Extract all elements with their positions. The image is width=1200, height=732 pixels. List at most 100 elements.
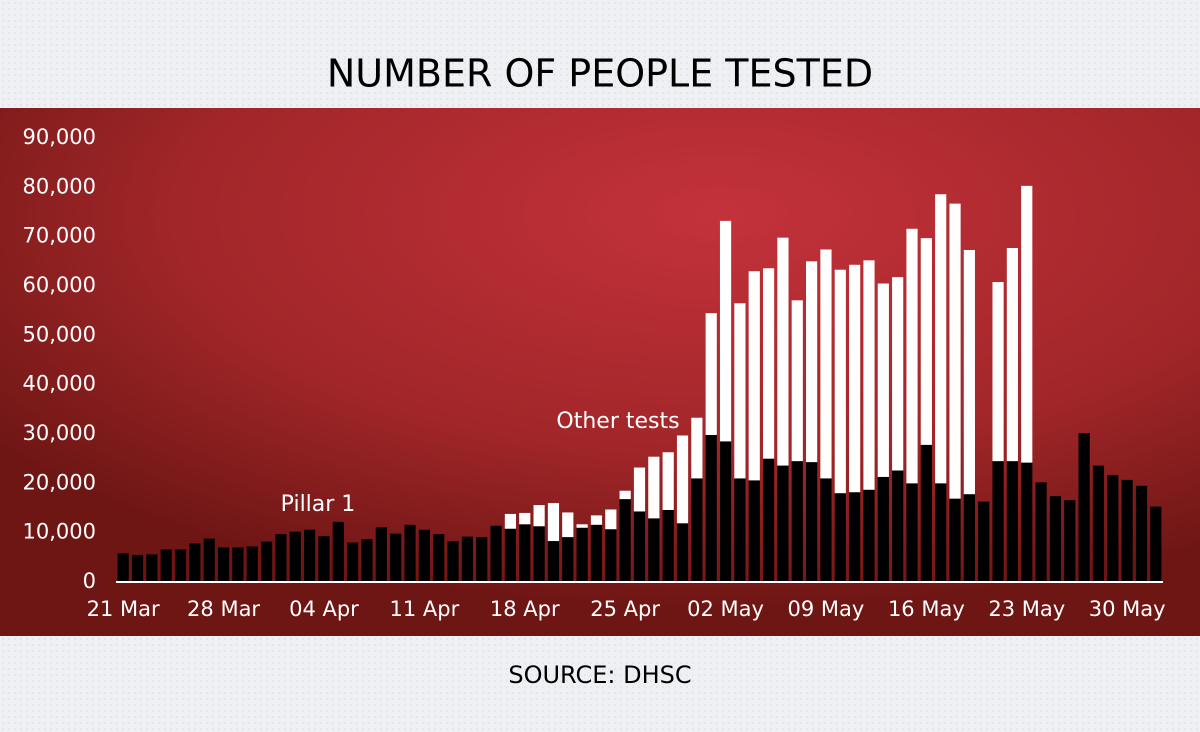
bar-segment — [920, 444, 932, 582]
bar-segment — [935, 194, 947, 484]
bar-segment — [648, 456, 660, 519]
bar-segment — [504, 528, 517, 582]
bar-segment — [347, 542, 359, 582]
bar-segment — [605, 509, 617, 530]
bar-segment — [648, 518, 660, 582]
bar-segment — [490, 525, 502, 582]
bar-segment — [1092, 465, 1105, 582]
x-tick-label: 28 Mar — [187, 597, 260, 621]
bar-segment — [605, 529, 617, 582]
bar-segment — [1006, 461, 1018, 582]
bar-segment — [662, 452, 674, 510]
bar-segment — [217, 547, 230, 582]
bar-segment — [146, 554, 158, 582]
x-tick-label: 16 May — [888, 597, 965, 621]
y-tick-label: 30,000 — [23, 421, 96, 445]
bar-segment — [562, 512, 574, 538]
bar-segment — [533, 526, 545, 582]
bar-segment — [806, 261, 818, 463]
bar-segment — [1107, 474, 1119, 582]
bar-segment — [203, 538, 215, 582]
bar-segment — [906, 483, 918, 582]
bar-segment — [949, 203, 961, 499]
bar-segment — [390, 533, 402, 582]
bar-segment — [476, 537, 488, 582]
bar-segment — [777, 237, 789, 466]
source: SOURCE: DHSC — [508, 661, 691, 689]
series-label: Other tests — [556, 409, 679, 434]
bar-segment — [1121, 479, 1133, 582]
bar-segment — [963, 249, 975, 495]
bar-segment — [590, 515, 603, 525]
x-tick-label: 02 May — [687, 597, 764, 621]
bar-segment — [834, 269, 846, 494]
bar-segment — [734, 303, 746, 479]
y-tick-label: 90,000 — [23, 125, 96, 149]
bar-segment — [504, 513, 517, 529]
bar-segment — [189, 543, 201, 582]
bar-segment — [791, 300, 803, 462]
bar-segment — [562, 537, 574, 582]
bar-segment — [920, 238, 932, 445]
chart-title: NUMBER OF PEOPLE TESTED — [327, 52, 873, 96]
x-tick-label: 09 May — [788, 597, 865, 621]
bar-segment — [375, 527, 387, 582]
bar-segment — [576, 524, 588, 528]
bar-segment — [1049, 496, 1062, 582]
bar-segment — [691, 478, 703, 582]
bar-segment — [160, 549, 172, 582]
bar-segment — [1135, 485, 1148, 582]
bar-segment — [1035, 482, 1047, 582]
bar-segment — [978, 501, 990, 582]
bar-segment — [734, 478, 746, 582]
bar-segment — [261, 541, 273, 582]
bar-segment — [748, 271, 760, 481]
y-tick-label: 40,000 — [23, 372, 96, 396]
bar-segment — [1006, 248, 1018, 462]
bar-segment — [318, 536, 330, 582]
bar-segment — [1021, 185, 1033, 463]
bar-segment — [762, 458, 775, 582]
bar-segment — [877, 283, 889, 477]
bar-segment — [304, 529, 316, 582]
bar-segment — [361, 539, 373, 582]
bar-segment — [748, 480, 760, 582]
bar-segment — [275, 534, 287, 582]
bar-segment — [877, 476, 889, 582]
bar-segment — [433, 534, 445, 582]
x-tick-label: 04 Apr — [289, 597, 359, 621]
bar-segment — [1021, 462, 1033, 582]
y-tick-label: 50,000 — [23, 322, 96, 346]
bar-segment — [777, 465, 789, 582]
bar-segment — [117, 553, 129, 582]
bar-segment — [519, 512, 531, 525]
bar-segment — [963, 494, 975, 582]
x-tick-label: 30 May — [1089, 597, 1166, 621]
bar-segment — [863, 489, 875, 582]
y-tick-label: 80,000 — [23, 174, 96, 198]
bar-segment — [547, 541, 560, 582]
bar-segment — [1078, 433, 1090, 582]
bar-segment — [1150, 506, 1162, 582]
bar-segment — [719, 220, 732, 442]
bar-segment — [791, 461, 803, 582]
y-tick-label: 20,000 — [23, 470, 96, 494]
bar-segment — [404, 524, 416, 582]
bar-segment — [705, 313, 717, 435]
x-tick-label: 21 Mar — [87, 597, 160, 621]
bar-segment — [461, 536, 473, 582]
bar-segment — [332, 521, 344, 582]
bar-segment — [992, 282, 1004, 462]
bar-segment — [662, 509, 674, 582]
bar-segment — [719, 441, 732, 582]
bar-segment — [935, 483, 947, 582]
bar-segment — [619, 490, 631, 500]
series-label: Pillar 1 — [281, 492, 356, 517]
y-tick-label: 70,000 — [23, 224, 96, 248]
bar-segment — [246, 546, 258, 582]
x-tick-label: 11 Apr — [389, 597, 459, 621]
y-tick-label: 0 — [83, 569, 96, 593]
bar-segment — [834, 493, 846, 582]
bar-segment — [1064, 500, 1076, 582]
bar-segment — [949, 498, 961, 582]
